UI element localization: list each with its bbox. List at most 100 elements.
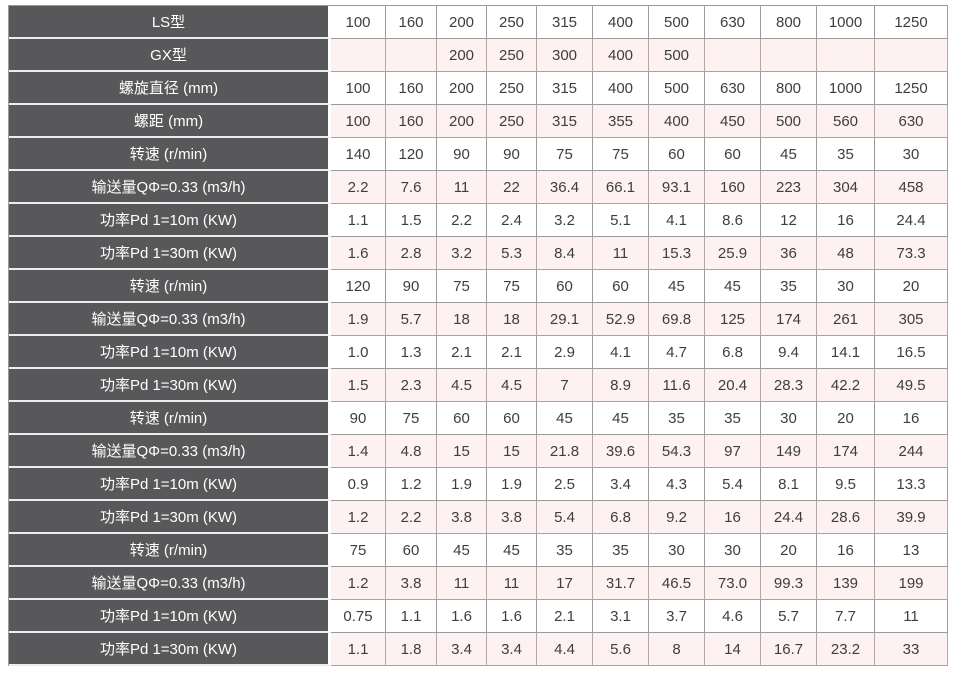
table-cell: 45 [593, 402, 649, 435]
table-cell: 174 [817, 435, 875, 468]
table-cell: 11.6 [649, 369, 705, 402]
table-cell: 9.2 [649, 501, 705, 534]
table-row: 功率Pd 1=30m (KW) 1.6 2.8 3.2 5.3 8.4 11 15.3 25.9… [9, 237, 948, 270]
table-row: 输送量QΦ=0.33 (m3/h) 1.9 5.7 18 18 29.1 52.9 69.8 1… [9, 303, 948, 336]
table-cell: 75 [331, 534, 386, 567]
table-cell: 20 [817, 402, 875, 435]
table-cell: 16.5 [875, 336, 948, 369]
table-cell: 4.7 [649, 336, 705, 369]
table-cell: 45 [705, 270, 761, 303]
row-label: 输送量QΦ=0.33 (m3/h) [9, 171, 331, 204]
table-cell: 5.7 [386, 303, 437, 336]
table-cell: 73.0 [705, 567, 761, 600]
table-row: 输送量QΦ=0.33 (m3/h) 1.4 4.8 15 15 21.8 39.6 54.3 9… [9, 435, 948, 468]
table-row: LS型 100 160 200 250 315 400 500 630 800 1000 1250 [9, 6, 948, 39]
table-row: 输送量QΦ=0.33 (m3/h) 1.2 3.8 11 11 17 31.7 46.5 73.… [9, 567, 948, 600]
table-cell: 2.4 [487, 204, 537, 237]
table-cell: 8.9 [593, 369, 649, 402]
table-cell: 2.9 [537, 336, 593, 369]
table-cell: 458 [875, 171, 948, 204]
table-cell: 250 [487, 105, 537, 138]
table-body: LS型 100 160 200 250 315 400 500 630 800 1000 1250 GX… [9, 6, 948, 666]
table-cell: 25.9 [705, 237, 761, 270]
table-cell: 39.6 [593, 435, 649, 468]
table-cell: 24.4 [875, 204, 948, 237]
table-cell: 15 [437, 435, 487, 468]
table-cell: 60 [593, 270, 649, 303]
table-cell: 125 [705, 303, 761, 336]
table-cell: 60 [487, 402, 537, 435]
row-label: 功率Pd 1=30m (KW) [9, 633, 331, 666]
table-cell: 1.6 [331, 237, 386, 270]
table-cell: 500 [649, 39, 705, 72]
table-cell: 39.9 [875, 501, 948, 534]
table-cell: 5.7 [761, 600, 817, 633]
table-cell: 160 [386, 72, 437, 105]
table-cell: 1.9 [331, 303, 386, 336]
table-cell: 304 [817, 171, 875, 204]
table-cell: 90 [487, 138, 537, 171]
table-cell: 1.2 [331, 567, 386, 600]
table-cell: 100 [331, 6, 386, 39]
table-row: 转速 (r/min) 140 120 90 90 75 75 60 60 45 35 30 [9, 138, 948, 171]
table-cell: 11 [437, 171, 487, 204]
table-cell: 11 [593, 237, 649, 270]
table-cell: 3.8 [386, 567, 437, 600]
table-cell: 15 [487, 435, 537, 468]
row-label: 转速 (r/min) [9, 138, 331, 171]
table-cell: 9.5 [817, 468, 875, 501]
table-cell: 5.1 [593, 204, 649, 237]
table-cell: 3.8 [437, 501, 487, 534]
table-cell: 4.5 [487, 369, 537, 402]
table-cell: 6.8 [705, 336, 761, 369]
table-cell: 400 [593, 72, 649, 105]
table-cell: 8.6 [705, 204, 761, 237]
table-cell: 45 [761, 138, 817, 171]
table-cell [705, 39, 761, 72]
table-cell: 16 [817, 534, 875, 567]
table-cell: 2.5 [537, 468, 593, 501]
table-cell: 30 [817, 270, 875, 303]
table-cell: 16 [875, 402, 948, 435]
table-cell: 20.4 [705, 369, 761, 402]
table-cell: 54.3 [649, 435, 705, 468]
table-row: 转速 (r/min) 120 90 75 75 60 60 45 45 35 30 20 [9, 270, 948, 303]
table-row: 功率Pd 1=30m (KW) 1.1 1.8 3.4 3.4 4.4 5.6 8 14 16.7… [9, 633, 948, 666]
row-label: 功率Pd 1=10m (KW) [9, 600, 331, 633]
table-cell: 400 [593, 6, 649, 39]
table-cell: 1.1 [331, 204, 386, 237]
table-cell: 11 [437, 567, 487, 600]
screw-conveyor-spec-table: LS型 100 160 200 250 315 400 500 630 800 1000 1250 GX… [8, 5, 948, 666]
table-cell: 16.7 [761, 633, 817, 666]
table-cell: 7.7 [817, 600, 875, 633]
table-cell: 52.9 [593, 303, 649, 336]
table-cell: 400 [649, 105, 705, 138]
table-cell: 250 [487, 39, 537, 72]
table-cell: 35 [537, 534, 593, 567]
table-cell: 35 [593, 534, 649, 567]
table-cell: 4.8 [386, 435, 437, 468]
table-cell: 160 [386, 105, 437, 138]
table-cell: 11 [875, 600, 948, 633]
table-cell: 24.4 [761, 501, 817, 534]
table-cell: 14.1 [817, 336, 875, 369]
table-cell: 149 [761, 435, 817, 468]
table-cell: 160 [705, 171, 761, 204]
table-cell: 20 [761, 534, 817, 567]
table-cell: 1.9 [487, 468, 537, 501]
table-cell [875, 39, 948, 72]
table-cell: 5.4 [537, 501, 593, 534]
table-cell: 250 [487, 72, 537, 105]
row-label: 螺旋直径 (mm) [9, 72, 331, 105]
table-cell: 1.2 [386, 468, 437, 501]
table-cell: 7 [537, 369, 593, 402]
table-cell: 11 [487, 567, 537, 600]
row-label: 功率Pd 1=30m (KW) [9, 369, 331, 402]
table-cell: 33 [875, 633, 948, 666]
table-cell: 45 [649, 270, 705, 303]
table-cell: 73.3 [875, 237, 948, 270]
table-cell: 0.9 [331, 468, 386, 501]
table-cell: 49.5 [875, 369, 948, 402]
table-cell: 69.8 [649, 303, 705, 336]
